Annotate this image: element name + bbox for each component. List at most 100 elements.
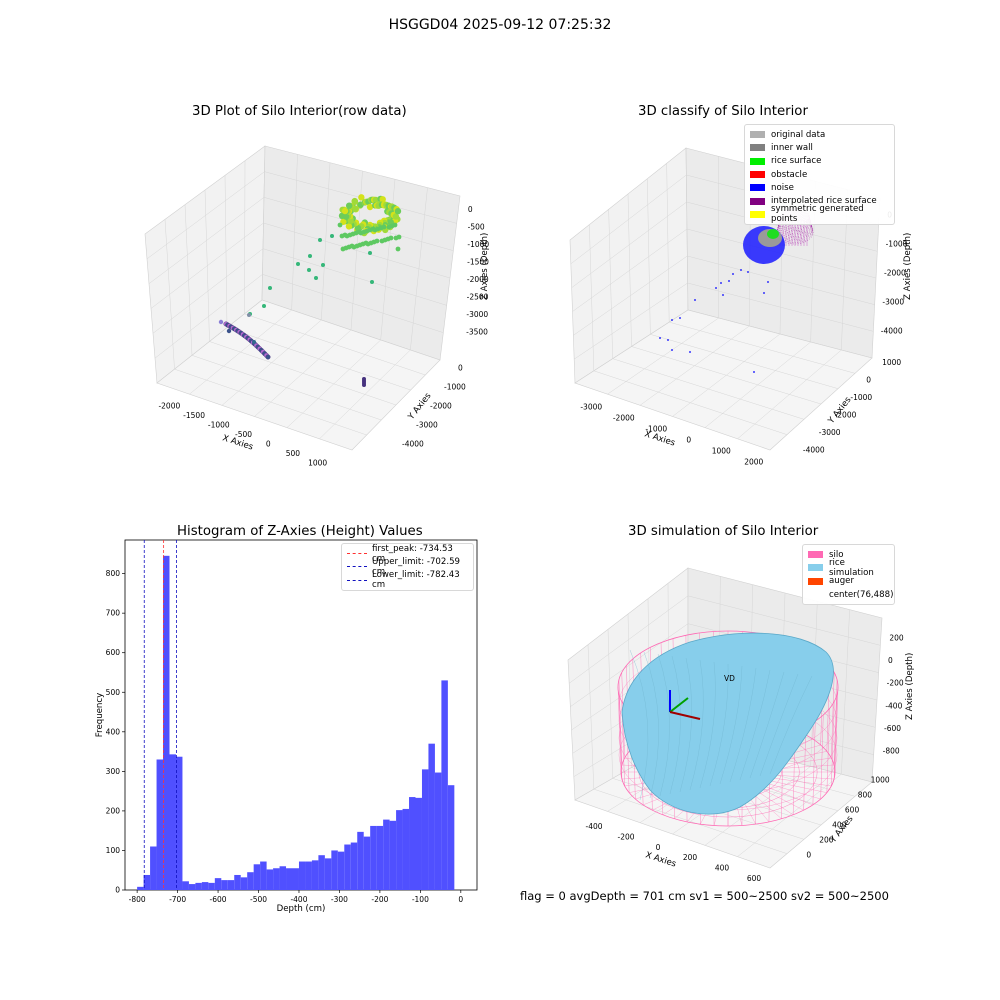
legend-swatch xyxy=(750,157,765,165)
wall-point xyxy=(247,313,251,317)
surface-point xyxy=(363,240,369,246)
noise-point xyxy=(763,292,765,294)
surface-point xyxy=(345,223,353,230)
legend-label: Lower_limit: -782.43 cm xyxy=(372,570,460,591)
surface-point xyxy=(340,218,347,225)
surface-point xyxy=(349,243,355,249)
legend-label: symmetric generated points xyxy=(771,204,864,225)
p2-xtick: -2000 xyxy=(613,414,635,423)
y-tick-label: 500 xyxy=(106,688,121,697)
mesh-line xyxy=(749,671,785,779)
mesh-line xyxy=(643,651,659,799)
x-tick-label: -200 xyxy=(371,895,388,904)
mesh-line xyxy=(629,649,649,801)
grid-line xyxy=(244,313,426,376)
legend-entry: obstacle xyxy=(750,168,889,181)
surface-point xyxy=(381,224,387,230)
grid-line xyxy=(154,274,263,359)
p1-xtick: -1500 xyxy=(183,411,205,420)
histogram-bar xyxy=(214,878,222,890)
legend-label: obstacle xyxy=(771,169,808,180)
noise-point xyxy=(767,281,769,283)
histogram-bar xyxy=(428,743,435,890)
noise-point xyxy=(728,280,730,282)
p4-ytick: 600 xyxy=(845,806,860,815)
histogram-legend: first_peak: -734.53 cm Upper_limit: -702.… xyxy=(341,543,474,591)
legend-entry: first_peak: -734.53 cm xyxy=(347,544,468,564)
grid-line xyxy=(687,282,874,332)
p4-xtick: 600 xyxy=(747,874,762,883)
legend-label: Upper_limit: -702.59 cm xyxy=(372,556,461,577)
legend-entry: Upper_limit: -702.59 cm xyxy=(347,557,468,577)
rice-surface-cluster xyxy=(767,229,779,239)
p1-ztick: 0 xyxy=(468,205,473,214)
p1-ztick: -1500 xyxy=(467,257,489,266)
p1-ztick: -500 xyxy=(468,222,485,231)
noise-point xyxy=(694,299,696,301)
p4-ytick: 200 xyxy=(819,836,834,845)
mesh-line xyxy=(739,669,771,781)
plot4-title: 3D simulation of Silo Interior xyxy=(628,524,819,539)
histogram-title: Histogram of Z-Axies (Height) Values xyxy=(177,524,423,539)
noise-point xyxy=(720,282,722,284)
histogram-ylabel: Frequency xyxy=(95,693,105,737)
p2-ytick: -2000 xyxy=(835,410,857,419)
legend-label: first_peak: -734.53 cm xyxy=(372,543,453,564)
histogram-bar xyxy=(337,851,345,890)
mesh-line xyxy=(759,673,799,777)
histogram-bar xyxy=(273,868,280,890)
p1-ztick: -2500 xyxy=(467,292,489,301)
p2-ytick: 0 xyxy=(866,375,871,384)
silo-wall-line xyxy=(826,708,830,793)
legend-label: original data xyxy=(771,129,826,140)
histogram-bar xyxy=(331,850,338,890)
mesh-line xyxy=(699,661,716,789)
histogram-bar xyxy=(137,886,144,890)
scatter-point xyxy=(370,280,374,284)
histogram-bar xyxy=(240,877,248,890)
legend-label: interpolated rice surface xyxy=(771,196,877,207)
simulation-legend: silo rice simulation auger center(76,488) xyxy=(802,544,895,606)
noise-point xyxy=(689,351,691,353)
histogram-bar xyxy=(441,680,448,890)
p1-xtick: 500 xyxy=(286,449,301,458)
histogram-bar xyxy=(350,842,358,890)
p2-xtick: -1000 xyxy=(645,425,667,434)
surface-point xyxy=(392,222,398,228)
silo-wall-line xyxy=(833,679,838,765)
y-tick-label: 0 xyxy=(115,886,120,895)
interpolated-surface xyxy=(777,217,813,240)
interpolated-surface xyxy=(778,215,812,237)
p1-xtick: 0 xyxy=(266,439,271,448)
histogram-bar xyxy=(376,825,384,890)
x-tick-label: -800 xyxy=(129,895,146,904)
p4-ztick: -800 xyxy=(883,747,900,756)
wall-point xyxy=(265,354,271,360)
histogram-bar xyxy=(143,874,151,890)
histogram-bar xyxy=(234,874,241,890)
mesh-line xyxy=(689,659,704,791)
legend-swatch xyxy=(750,144,765,152)
p1-zlabel: Z Axies (Depth) xyxy=(480,233,490,300)
p4-ytick: 1000 xyxy=(871,776,890,785)
legend-entry: auger xyxy=(808,575,889,588)
silo-wall-line xyxy=(834,686,839,773)
mesh-line xyxy=(657,653,670,797)
histogram-bar xyxy=(324,858,332,890)
mesh-line xyxy=(769,675,813,775)
legend-label: center(76,488) xyxy=(829,589,894,600)
plot2-title: 3D classify of Silo Interior xyxy=(638,104,808,119)
histogram-bar xyxy=(227,880,235,890)
histogram-bar xyxy=(150,846,157,890)
histogram-bar xyxy=(188,884,196,890)
surface-point xyxy=(356,229,362,235)
y-tick-label: 200 xyxy=(106,806,121,815)
x-tick-label: -700 xyxy=(169,895,186,904)
p4-xtick: 200 xyxy=(683,853,698,862)
surface-point xyxy=(370,226,376,232)
p1-ytick: -3000 xyxy=(416,421,438,430)
histogram-bar xyxy=(421,769,429,890)
silo-wall-line xyxy=(618,679,623,765)
scatter-point xyxy=(321,263,325,267)
noise-point xyxy=(671,349,673,351)
